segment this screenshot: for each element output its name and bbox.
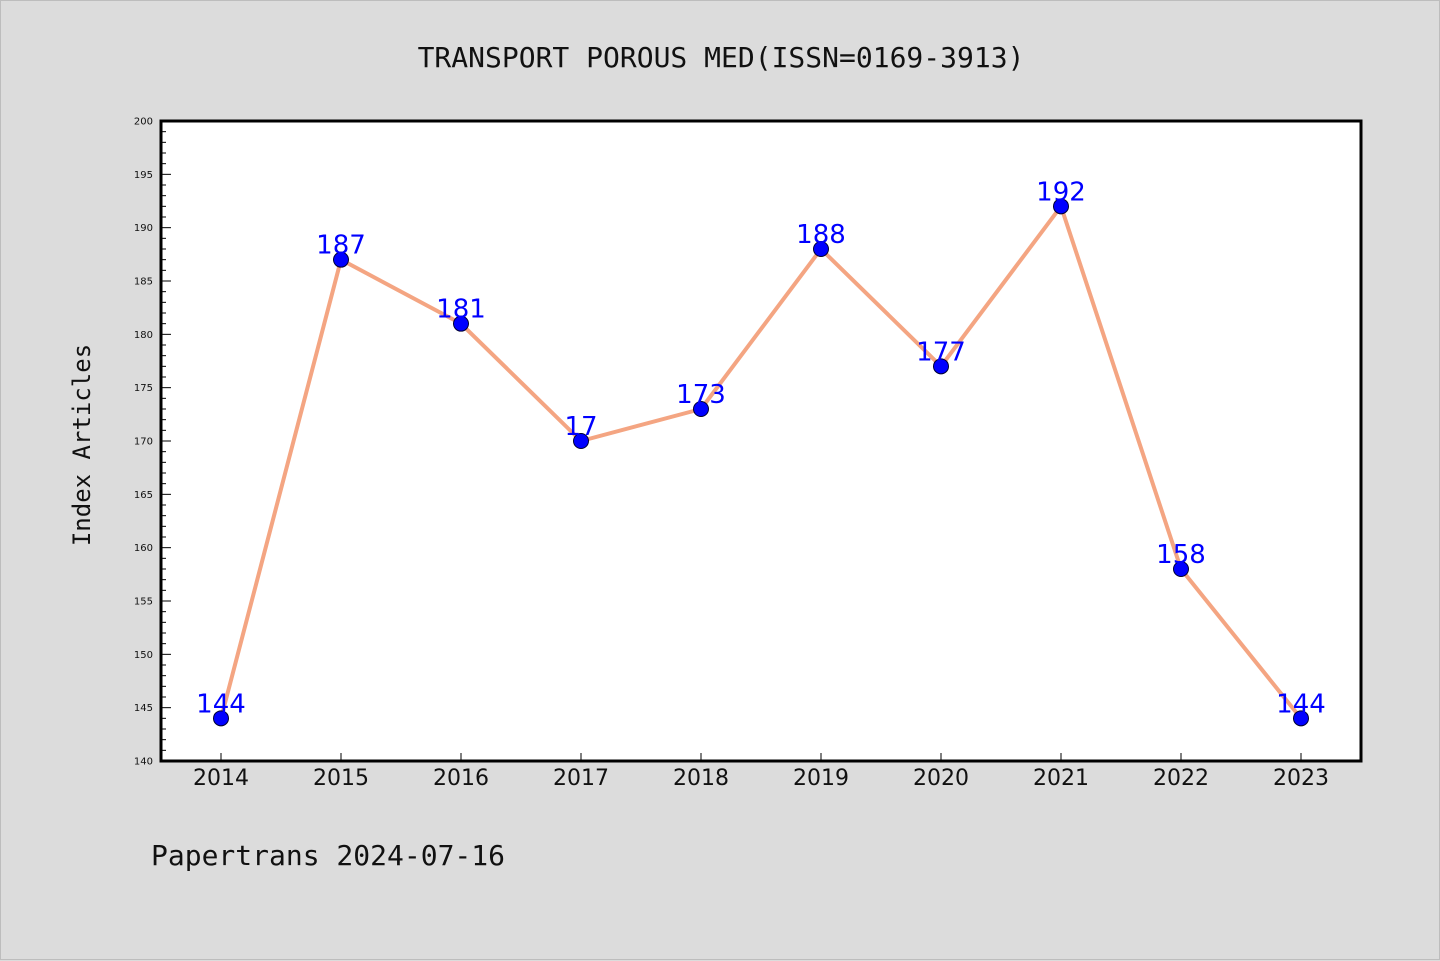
data-labels: 144 187 181 17 173 188 177 192 158 144 [196, 177, 1326, 719]
x-tick-label: 2023 [1273, 766, 1329, 791]
data-markers [213, 198, 1309, 727]
data-label-2017: 17 [564, 412, 597, 442]
data-point-2020 [933, 358, 949, 375]
data-label-2023: 144 [1276, 689, 1326, 719]
x-tick-label: 2014 [193, 766, 249, 791]
footer-text: Papertrans 2024-07-16 [151, 839, 505, 872]
data-point-2016 [453, 315, 469, 332]
data-point-2014 [213, 710, 229, 727]
plot-area [161, 121, 1361, 761]
x-tick-label: 2021 [1033, 766, 1089, 791]
y-axis-label: Index Articles [68, 344, 96, 546]
data-point-2023 [1293, 710, 1309, 727]
x-tick-label: 2016 [433, 766, 489, 791]
data-label-2016: 181 [436, 295, 486, 325]
data-label-2015: 187 [316, 231, 366, 261]
y-tick-label: 200 [134, 117, 153, 128]
y-tick-label: 160 [134, 543, 153, 554]
y-tick-label: 170 [134, 437, 153, 448]
plot-frame [159, 119, 1363, 763]
y-tick-label: 150 [134, 650, 153, 661]
data-label-2021: 192 [1036, 177, 1086, 207]
x-tick-label: 2019 [793, 766, 849, 791]
data-point-2017 [573, 433, 589, 449]
chart-title: TRANSPORT POROUS MED(ISSN=0169-3913) [418, 41, 1025, 74]
y-tick-label: 145 [134, 703, 153, 714]
y-tick-label: 155 [134, 597, 153, 608]
data-point-2022 [1173, 561, 1189, 577]
y-axis-ticks: 140 145 150 155 160 165 170 175 180 185 190 195 200 [134, 117, 171, 768]
x-tick-label: 2017 [553, 766, 609, 791]
x-axis-ticks: 2014 2015 2016 2017 2018 2019 2020 2021 2022 2023 [193, 753, 1329, 791]
y-tick-label: 175 [134, 383, 153, 394]
y-tick-label: 190 [134, 223, 153, 234]
data-label-2018: 173 [676, 380, 726, 410]
y-tick-label: 185 [134, 277, 153, 288]
x-tick-label: 2018 [673, 766, 729, 791]
y-tick-label: 195 [134, 170, 153, 181]
data-point-2019 [813, 241, 829, 257]
data-label-2019: 188 [796, 220, 846, 250]
data-point-2018 [693, 401, 709, 417]
x-tick-label: 2020 [913, 766, 969, 791]
y-tick-label: 180 [134, 330, 153, 341]
y-tick-label: 165 [134, 490, 153, 501]
data-point-2021 [1053, 198, 1069, 215]
data-label-2014: 144 [196, 689, 246, 719]
data-point-2015 [333, 251, 349, 268]
data-label-2020: 177 [916, 337, 966, 367]
series-line [219, 204, 1303, 721]
x-tick-label: 2022 [1153, 766, 1209, 791]
data-label-2022: 158 [1156, 540, 1206, 570]
y-tick-label: 140 [134, 757, 153, 768]
x-tick-label: 2015 [313, 766, 369, 791]
